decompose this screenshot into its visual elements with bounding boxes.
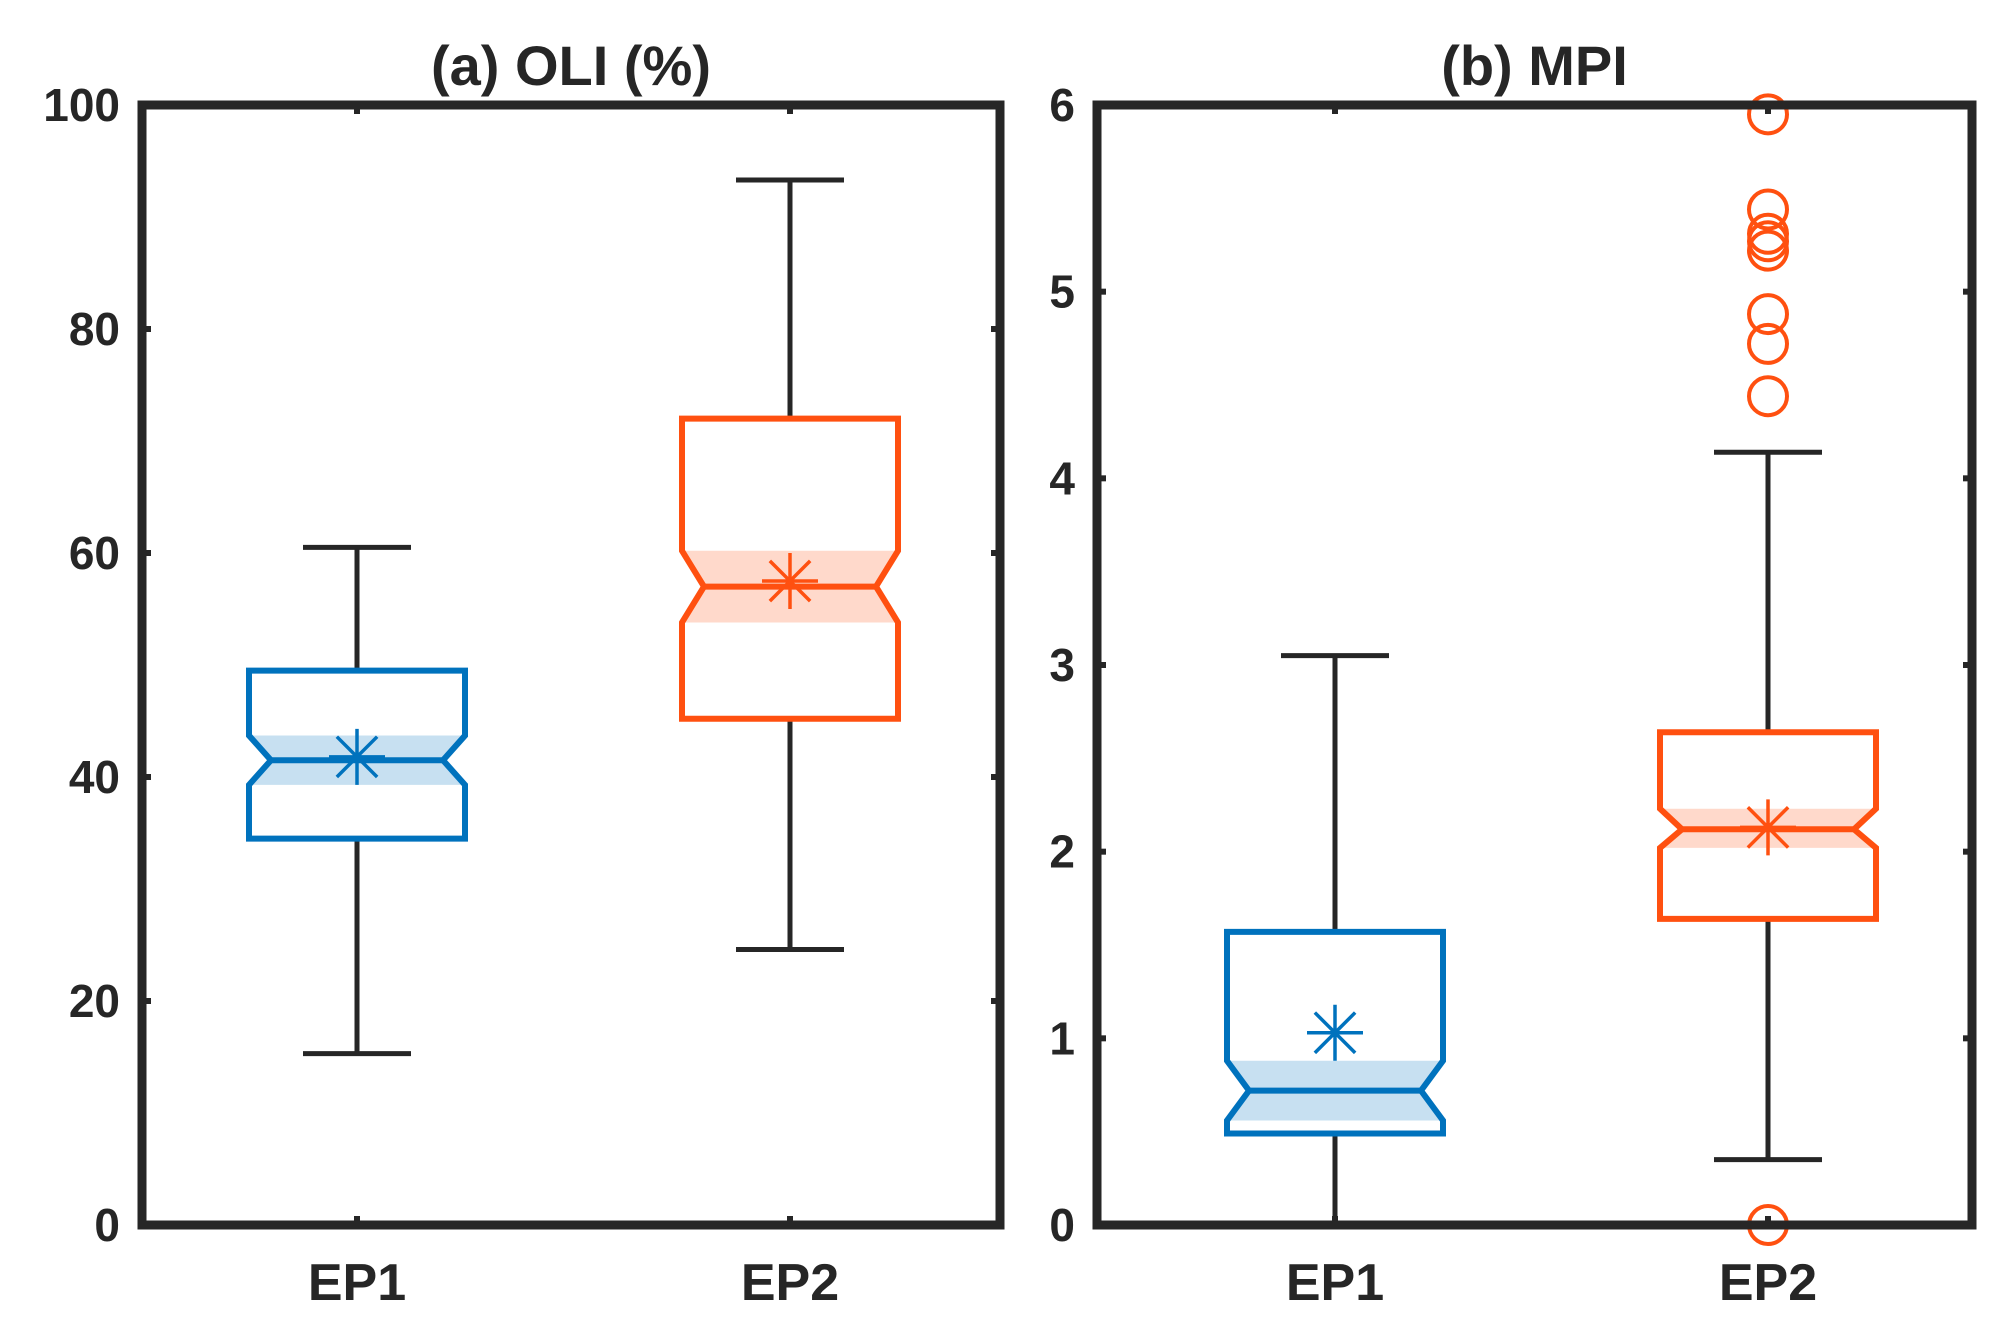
panel-a-ytick-label-3: 60: [69, 527, 120, 579]
panel-b-ep2-outlier-3: [1747, 293, 1789, 336]
panel-b-ytick-label-4: 4: [1049, 452, 1075, 504]
panel-a-ytick-label-5: 100: [43, 79, 120, 131]
panel-a-ep2-mean-marker: [762, 553, 818, 609]
panel-a-ep1-box: [246, 667, 468, 842]
panel-b-ytick-label-1: 1: [1049, 1012, 1075, 1064]
panel-b-ep2-outlier-6: [1747, 212, 1789, 255]
panel-b-title: (b) MPI: [1441, 34, 1628, 97]
panel-b-ytick-label-5: 5: [1049, 266, 1075, 318]
panel-b-ytick-label-3: 3: [1049, 639, 1075, 691]
panel-a-axes-frame: [137, 100, 1005, 1230]
panel-b-ep2-outlier-4: [1747, 229, 1789, 272]
panel-b-ytick-label-2: 2: [1049, 826, 1075, 878]
panel-a-ytick-label-0: 0: [94, 1199, 120, 1251]
panel-a-xtick-label-ep2: EP2: [741, 1254, 839, 1312]
panel-b-ep2-mean-marker: [1740, 799, 1796, 856]
panel-b-ep2-outlier-8: [1747, 93, 1789, 136]
panel-b-ep2-box: [1657, 729, 1879, 922]
panel-b-ep1-box: [1224, 928, 1446, 1137]
panel-a-ep2-box: [679, 415, 901, 722]
panel-a-ytick-label-4: 80: [69, 303, 120, 355]
panel-b-axes-frame: [1092, 100, 1977, 1230]
panel-a-ytick-label-2: 40: [69, 751, 120, 803]
panel-a-xtick-label-ep1: EP1: [308, 1254, 406, 1312]
panel-a-ep1-mean-marker: [329, 728, 385, 785]
panel-b-ytick-label-6: 6: [1049, 79, 1075, 131]
panel-b-xtick-label-ep1: EP1: [1286, 1254, 1384, 1312]
panel-b-ep2-outlier-7: [1747, 188, 1789, 231]
panel-a-title: (a) OLI (%): [431, 34, 711, 97]
panel-b-ep2-outlier-1: [1747, 375, 1789, 418]
panel-b-ytick-label-0: 0: [1049, 1199, 1075, 1251]
panel-b-xtick-label-ep2: EP2: [1719, 1254, 1817, 1312]
panel-a-ytick-label-1: 20: [69, 975, 120, 1027]
panel-b-ep1-mean-marker: [1307, 1004, 1363, 1061]
panel-b-ep2-outlier-2: [1747, 322, 1789, 365]
